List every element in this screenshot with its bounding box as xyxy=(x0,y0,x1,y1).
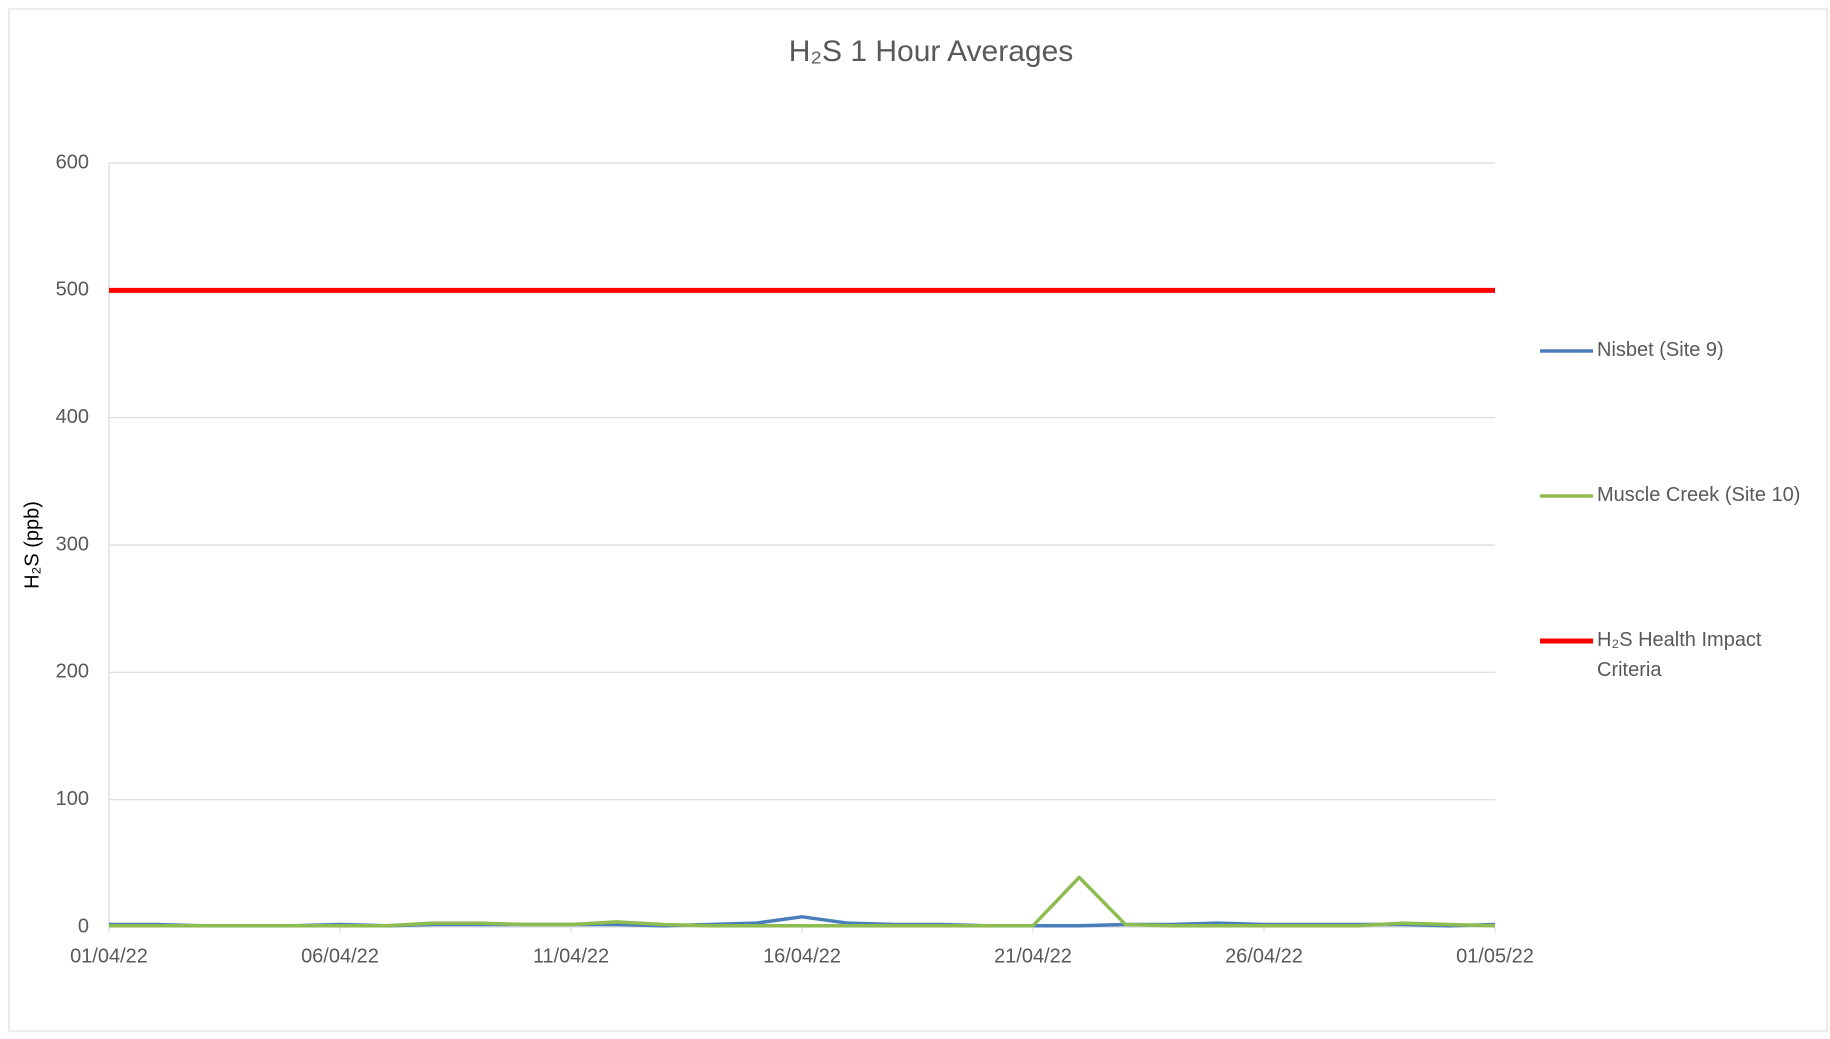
y-tick-label: 100 xyxy=(56,788,89,810)
y-tick-label: 0 xyxy=(78,915,89,937)
chart-border xyxy=(8,8,1828,1032)
legend-entry: Muscle Creek (Site 10) xyxy=(1597,484,1801,506)
legend-entry: H₂S Health Impact Criteria xyxy=(1597,629,1762,681)
x-tick-label: 11/04/22 xyxy=(533,945,609,967)
y-axis-label: H₂S (ppb) xyxy=(21,501,43,589)
legend-label: Muscle Creek (Site 10) xyxy=(1597,484,1801,506)
legend-label: H₂S Health Impact Criteria xyxy=(1597,629,1762,681)
x-tick-label: 06/04/22 xyxy=(301,945,379,967)
legend-entry: Nisbet (Site 9) xyxy=(1597,339,1724,361)
y-tick-label: 600 xyxy=(56,151,89,173)
series-line xyxy=(109,875,1496,928)
chart-title: H₂S 1 Hour Averages xyxy=(789,35,1074,68)
x-tick-label: 26/04/22 xyxy=(1225,945,1303,967)
x-tick-label: 01/04/22 xyxy=(70,945,148,967)
x-tick-label: 01/05/22 xyxy=(1456,945,1534,967)
y-tick-label: 200 xyxy=(56,661,89,683)
y-tick-label: 300 xyxy=(56,533,89,555)
legend-label: Nisbet (Site 9) xyxy=(1597,339,1724,361)
y-tick-label: 400 xyxy=(56,406,89,428)
x-tick-label: 16/04/22 xyxy=(763,945,841,967)
x-tick-label: 21/04/22 xyxy=(994,945,1072,967)
y-tick-label: 500 xyxy=(56,279,89,301)
